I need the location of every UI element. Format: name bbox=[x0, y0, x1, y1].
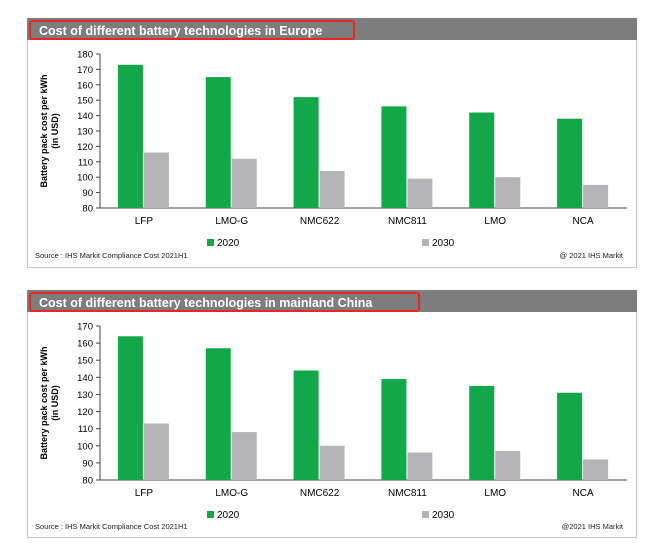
bar-2020-nca bbox=[557, 118, 583, 208]
y-tick-label: 180 bbox=[77, 50, 93, 61]
x-tick-label: NMC811 bbox=[388, 216, 427, 227]
y-tick-label: 80 bbox=[82, 204, 93, 215]
y-tick-label: 90 bbox=[82, 458, 93, 469]
bar-2020-nca bbox=[557, 392, 583, 480]
y-tick-label: 90 bbox=[82, 188, 93, 199]
y-tick-label: 170 bbox=[77, 322, 93, 333]
copyright-note: @ 2021 IHS Markit bbox=[559, 251, 623, 260]
bar-2030-lmo-g bbox=[231, 158, 257, 208]
source-note: Source : IHS Markit Compliance Cost 2021… bbox=[35, 251, 188, 260]
copyright-note: @2021 IHS Markit bbox=[561, 522, 623, 531]
x-tick-label: NCA bbox=[573, 216, 594, 227]
bar-2030-nca bbox=[583, 459, 609, 480]
y-tick-label: 150 bbox=[77, 356, 93, 367]
y-tick-label: 120 bbox=[77, 142, 93, 153]
chart-title: Cost of different battery technologies i… bbox=[39, 24, 323, 38]
bar-2030-nmc811 bbox=[407, 452, 433, 480]
y-tick-label: 110 bbox=[78, 424, 93, 435]
bar-2030-lmo-g bbox=[231, 432, 257, 480]
bar-2020-lmo bbox=[469, 112, 495, 208]
y-axis-label: Battery pack cost per kWh(in USD) bbox=[39, 346, 60, 459]
y-tick-label: 140 bbox=[77, 111, 93, 122]
y-tick-label: 130 bbox=[77, 390, 93, 401]
x-tick-label: LMO bbox=[484, 216, 506, 227]
bar-2020-lfp bbox=[117, 336, 143, 480]
y-tick-label: 120 bbox=[77, 407, 93, 418]
title-highlight-box: Cost of different battery technologies i… bbox=[29, 292, 420, 312]
legend-swatch-2020 bbox=[207, 511, 214, 518]
y-tick-label: 130 bbox=[77, 127, 93, 138]
x-tick-label: NMC622 bbox=[300, 216, 340, 227]
y-tick-label: 80 bbox=[82, 476, 93, 487]
x-tick-label: NMC622 bbox=[300, 488, 340, 499]
source-note: Source : IHS Markit Compliance Cost 2021… bbox=[35, 522, 188, 531]
bar-2020-nmc622 bbox=[293, 97, 319, 208]
y-tick-label: 170 bbox=[77, 65, 93, 76]
panel-frame bbox=[27, 40, 637, 268]
legend-swatch-2020 bbox=[207, 239, 214, 246]
chart-panel-china: Cost of different battery technologies i… bbox=[27, 290, 637, 538]
bar-2020-lfp bbox=[117, 64, 143, 208]
y-tick-label: 150 bbox=[77, 96, 93, 107]
legend-swatch-2030 bbox=[422, 511, 429, 518]
legend-label-2020: 2020 bbox=[217, 238, 240, 249]
bar-2020-lmo bbox=[469, 385, 495, 480]
bar-2030-lfp bbox=[143, 423, 169, 480]
y-tick-label: 100 bbox=[77, 441, 93, 452]
bar-chart-china: Battery pack cost per kWh(in USD) 80 90 100… bbox=[39, 322, 627, 521]
x-tick-label: LFP bbox=[135, 488, 154, 499]
bar-2030-nmc622 bbox=[319, 445, 345, 480]
bar-2020-lmo-g bbox=[205, 348, 231, 480]
bar-2030-nmc811 bbox=[407, 178, 433, 208]
y-axis-label: Battery pack cost per kWh(in USD) bbox=[39, 74, 60, 187]
y-tick-label: 140 bbox=[77, 373, 93, 384]
legend-label-2020: 2020 bbox=[217, 510, 240, 521]
y-tick-label: 160 bbox=[77, 339, 93, 350]
title-highlight-box: Cost of different battery technologies i… bbox=[29, 20, 355, 40]
x-tick-label: NCA bbox=[573, 488, 594, 499]
bar-2020-nmc811 bbox=[381, 106, 407, 208]
title-bar bbox=[27, 290, 637, 312]
bar-2020-nmc622 bbox=[293, 370, 319, 480]
bar-2020-lmo-g bbox=[205, 77, 231, 208]
x-tick-label: LMO bbox=[484, 488, 506, 499]
bar-2030-lmo bbox=[495, 177, 521, 208]
bar-chart-europe: Battery pack cost per kWh(in USD) 80 90 100… bbox=[39, 50, 627, 249]
legend-label-2030: 2030 bbox=[432, 238, 455, 249]
x-tick-label: LMO-G bbox=[215, 488, 248, 499]
x-tick-label: LFP bbox=[135, 216, 154, 227]
legend-swatch-2030 bbox=[422, 239, 429, 246]
x-tick-label: LMO-G bbox=[215, 216, 248, 227]
y-tick-label: 100 bbox=[77, 173, 93, 184]
x-tick-label: NMC811 bbox=[388, 488, 427, 499]
bar-2030-lfp bbox=[143, 152, 169, 208]
bar-2030-lmo bbox=[495, 450, 521, 480]
y-tick-label: 160 bbox=[77, 80, 93, 91]
legend-label-2030: 2030 bbox=[432, 510, 455, 521]
bar-2030-nca bbox=[583, 184, 609, 208]
y-tick-label: 110 bbox=[78, 157, 93, 168]
panel-frame bbox=[27, 312, 637, 538]
chart-title: Cost of different battery technologies i… bbox=[39, 296, 373, 310]
bar-2030-nmc622 bbox=[319, 171, 345, 208]
title-bar bbox=[27, 18, 637, 40]
bar-2020-nmc811 bbox=[381, 379, 407, 480]
chart-panel-europe: Cost of different battery technologies i… bbox=[27, 18, 637, 268]
